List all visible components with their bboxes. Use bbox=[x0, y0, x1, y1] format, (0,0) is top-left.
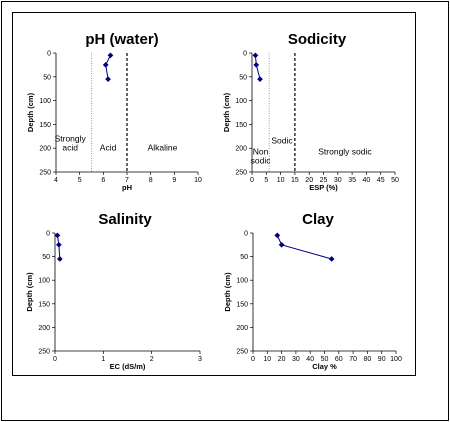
x-tick-label: 6 bbox=[101, 177, 105, 184]
data-point bbox=[253, 61, 260, 68]
y-tick-label: 50 bbox=[43, 74, 51, 81]
y-tick-label: 150 bbox=[235, 122, 247, 129]
y-tick-label: 200 bbox=[235, 146, 247, 153]
y-axis-label: Depth (cm) bbox=[25, 272, 34, 312]
x-tick-label: 50 bbox=[391, 177, 399, 184]
y-tick-label: 250 bbox=[236, 349, 248, 356]
y-axis-label: Depth (cm) bbox=[222, 92, 231, 132]
y-axis-label: Depth (cm) bbox=[26, 92, 35, 132]
x-axis-label: EC (dS/m) bbox=[110, 362, 146, 371]
x-tick-label: 4 bbox=[54, 177, 58, 184]
x-tick-label: 5 bbox=[264, 177, 268, 184]
x-tick-label: 25 bbox=[320, 177, 328, 184]
data-point bbox=[252, 52, 259, 59]
x-tick-label: 100 bbox=[390, 356, 402, 363]
y-tick-label: 0 bbox=[47, 51, 51, 58]
y-tick-label: 200 bbox=[236, 325, 248, 332]
data-point bbox=[257, 76, 263, 83]
zone-label: sodic bbox=[251, 155, 272, 165]
x-tick-label: 1 bbox=[101, 356, 105, 363]
x-tick-label: 35 bbox=[348, 177, 356, 184]
y-tick-label: 150 bbox=[236, 301, 248, 308]
chart-title: Clay bbox=[302, 211, 334, 228]
x-tick-label: 2 bbox=[150, 356, 154, 363]
y-tick-label: 200 bbox=[39, 146, 51, 153]
y-axis-label: Depth (cm) bbox=[223, 272, 232, 312]
x-axis-label: pH bbox=[122, 183, 132, 192]
x-tick-label: 80 bbox=[364, 356, 372, 363]
data-point bbox=[328, 256, 335, 262]
data-point bbox=[55, 241, 62, 248]
chart-title: Sodicity bbox=[288, 31, 347, 48]
x-tick-label: 0 bbox=[250, 177, 254, 184]
y-tick-label: 0 bbox=[46, 231, 50, 238]
data-point bbox=[54, 232, 61, 239]
zone-label: Alkaline bbox=[148, 143, 178, 153]
x-axis-label: ESP (%) bbox=[309, 183, 338, 192]
zone-label: Strongly sodic bbox=[318, 146, 372, 156]
x-tick-label: 8 bbox=[149, 177, 153, 184]
y-tick-label: 0 bbox=[244, 231, 248, 238]
y-tick-label: 150 bbox=[39, 122, 51, 129]
data-point bbox=[274, 232, 281, 239]
y-tick-label: 100 bbox=[236, 278, 248, 285]
data-point bbox=[107, 52, 114, 59]
y-tick-label: 250 bbox=[235, 170, 247, 177]
y-tick-label: 100 bbox=[38, 278, 50, 285]
x-tick-label: 70 bbox=[349, 356, 357, 363]
y-tick-label: 200 bbox=[38, 325, 50, 332]
x-tick-label: 30 bbox=[292, 356, 300, 363]
y-tick-label: 50 bbox=[239, 74, 247, 81]
y-tick-label: 50 bbox=[240, 254, 248, 261]
x-axis-label: Clay % bbox=[312, 362, 337, 371]
x-tick-label: 40 bbox=[363, 177, 371, 184]
y-tick-label: 150 bbox=[38, 301, 50, 308]
x-tick-label: 60 bbox=[335, 356, 343, 363]
x-tick-label: 5 bbox=[78, 177, 82, 184]
x-tick-label: 9 bbox=[172, 177, 176, 184]
data-point bbox=[56, 256, 63, 262]
x-tick-label: 10 bbox=[263, 356, 271, 363]
zone-label: Acid bbox=[100, 143, 117, 153]
x-tick-label: 3 bbox=[198, 356, 202, 363]
x-tick-label: 7 bbox=[125, 177, 129, 184]
data-point bbox=[105, 76, 112, 83]
data-point bbox=[102, 61, 109, 68]
y-tick-label: 50 bbox=[42, 254, 50, 261]
y-tick-label: 100 bbox=[235, 98, 247, 105]
x-tick-label: 0 bbox=[251, 356, 255, 363]
zone-label: Sodic bbox=[271, 135, 293, 145]
y-tick-label: 0 bbox=[243, 51, 247, 58]
x-tick-label: 50 bbox=[321, 356, 329, 363]
chart-title: Salinity bbox=[98, 211, 152, 228]
x-tick-label: 40 bbox=[306, 356, 314, 363]
x-tick-label: 20 bbox=[305, 177, 313, 184]
y-tick-label: 100 bbox=[39, 98, 51, 105]
y-tick-label: 250 bbox=[38, 349, 50, 356]
x-tick-label: 30 bbox=[334, 177, 342, 184]
y-tick-label: 250 bbox=[39, 170, 51, 177]
x-tick-label: 15 bbox=[291, 177, 299, 184]
data-point bbox=[278, 241, 285, 248]
zone-label: Strongly bbox=[55, 134, 87, 144]
chart-title: pH (water) bbox=[85, 31, 158, 48]
x-tick-label: 90 bbox=[378, 356, 386, 363]
x-tick-label: 20 bbox=[278, 356, 286, 363]
x-tick-label: 10 bbox=[277, 177, 285, 184]
plot-area-border bbox=[12, 12, 416, 376]
zone-label: acid bbox=[62, 143, 78, 153]
zone-label: Non bbox=[253, 146, 269, 156]
x-tick-label: 10 bbox=[194, 177, 202, 184]
x-tick-label: 0 bbox=[53, 356, 57, 363]
x-tick-label: 45 bbox=[377, 177, 385, 184]
